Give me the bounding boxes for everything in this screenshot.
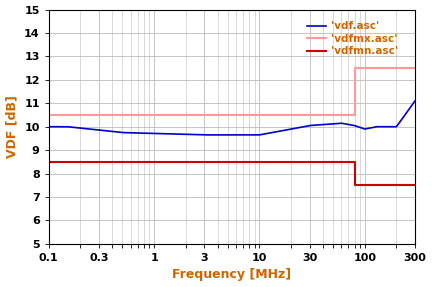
'vdf.asc' bbox=[69, 125, 74, 129]
'vdfmx.asc' bbox=[399, 66, 404, 70]
'vdf.asc' bbox=[269, 131, 274, 134]
'vdfmx.asc' bbox=[352, 66, 357, 70]
X-axis label: Frequency [MHz]: Frequency [MHz] bbox=[172, 268, 292, 282]
'vdfmx.asc' bbox=[391, 66, 396, 70]
Line: 'vdfmn.asc': 'vdfmn.asc' bbox=[49, 162, 415, 185]
'vdf.asc' bbox=[46, 125, 51, 128]
'vdfmn.asc' bbox=[46, 160, 51, 164]
'vdfmn.asc' bbox=[399, 184, 404, 187]
'vdfmx.asc' bbox=[367, 66, 372, 70]
'vdf.asc' bbox=[259, 133, 264, 136]
'vdfmn.asc' bbox=[352, 184, 357, 187]
Line: 'vdfmx.asc': 'vdfmx.asc' bbox=[49, 68, 415, 115]
Legend: 'vdf.asc', 'vdfmx.asc', 'vdfmn.asc': 'vdf.asc', 'vdfmx.asc', 'vdfmn.asc' bbox=[303, 17, 403, 61]
'vdfmn.asc' bbox=[391, 184, 396, 187]
'vdfmx.asc' bbox=[46, 113, 51, 117]
'vdf.asc' bbox=[413, 99, 418, 103]
Y-axis label: VDF [dB]: VDF [dB] bbox=[6, 95, 19, 158]
'vdfmx.asc' bbox=[356, 66, 361, 70]
'vdf.asc' bbox=[324, 123, 330, 126]
'vdfmn.asc' bbox=[413, 184, 418, 187]
Line: 'vdf.asc': 'vdf.asc' bbox=[49, 101, 415, 135]
'vdfmn.asc' bbox=[354, 184, 359, 187]
'vdfmn.asc' bbox=[356, 184, 361, 187]
'vdfmn.asc' bbox=[367, 184, 372, 187]
'vdfmn.asc' bbox=[123, 160, 128, 164]
'vdf.asc' bbox=[202, 133, 207, 137]
'vdf.asc' bbox=[362, 127, 367, 131]
'vdf.asc' bbox=[280, 129, 285, 132]
'vdfmx.asc' bbox=[123, 113, 128, 117]
'vdfmx.asc' bbox=[354, 66, 359, 70]
'vdfmx.asc' bbox=[413, 66, 418, 70]
